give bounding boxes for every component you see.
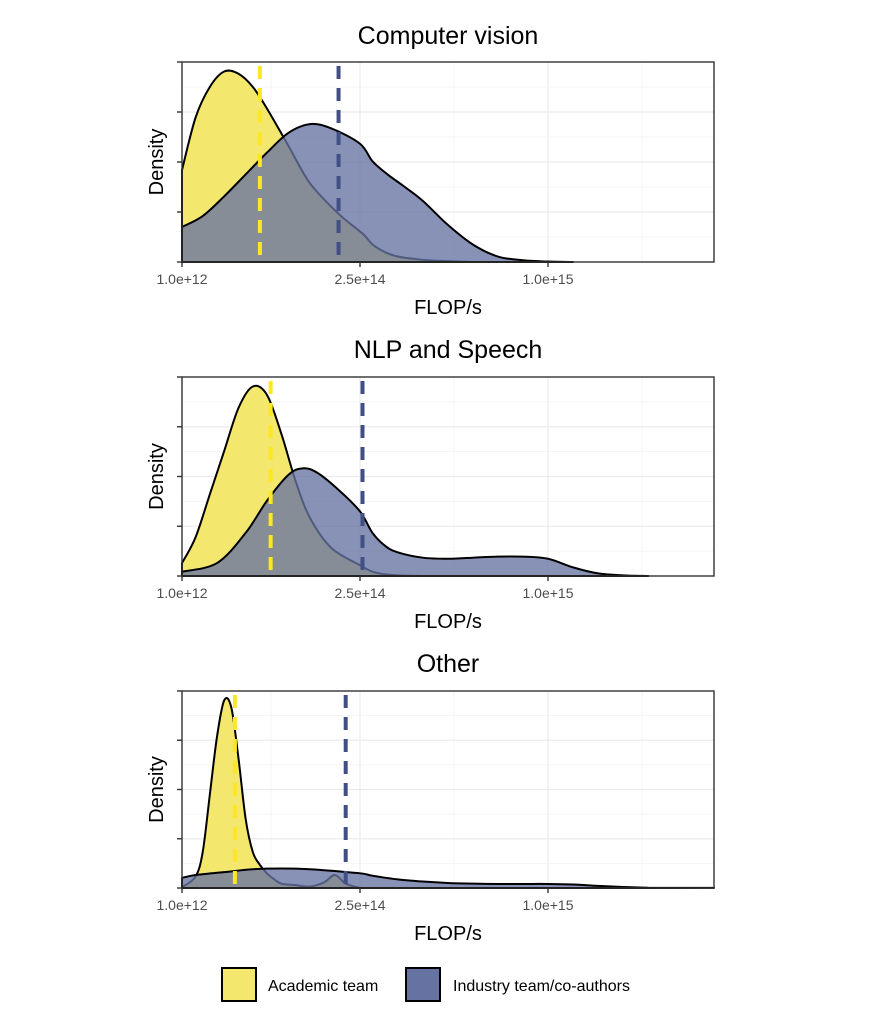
grid xyxy=(181,691,714,888)
x-tick-label: 2.5e+14 xyxy=(335,897,386,913)
density-area-industry xyxy=(181,122,575,263)
legend: Academic team Industry team/co-authors xyxy=(221,967,630,1002)
x-tick-label: 1.0e+15 xyxy=(523,585,574,601)
x-tick-label: 2.5e+14 xyxy=(335,585,386,601)
x-tick-label: 1.0e+12 xyxy=(157,897,208,913)
legend-label: Industry team/co-authors xyxy=(453,978,630,995)
x-tick-label: 1.0e+15 xyxy=(523,897,574,913)
legend-label: Academic team xyxy=(268,978,378,995)
panel-title: NLP and Speech xyxy=(354,336,543,364)
x-axis-title: FLOP/s xyxy=(414,923,482,945)
x-tick-label: 1.0e+15 xyxy=(523,271,574,287)
density-area-industry xyxy=(181,467,650,577)
panel-1: Computer vision 1.0e+12 2.5e+14 1.0e+15 FLOP… xyxy=(146,22,715,319)
legend-key-academic xyxy=(221,967,257,1002)
y-axis-title: Density xyxy=(146,443,168,510)
x-tick-label: 2.5e+14 xyxy=(335,271,386,287)
panel-title: Other xyxy=(417,650,480,678)
legend-key-industry xyxy=(405,967,441,1002)
panel-3: Other 1.0e+12 2.5e+14 1.0e+15 FLOP/s Density xyxy=(146,650,715,945)
x-tick-label: 1.0e+12 xyxy=(157,585,208,601)
panel-title: Computer vision xyxy=(358,22,539,50)
y-axis-title: Density xyxy=(146,756,168,823)
x-tick-label: 1.0e+12 xyxy=(157,271,208,287)
x-axis-title: FLOP/s xyxy=(414,297,482,319)
panel-2: NLP and Speech 1.0e+12 2.5e+14 1.0e+15 FLOP/… xyxy=(146,336,715,633)
y-axis-title: Density xyxy=(146,129,168,196)
density-area-industry xyxy=(181,867,715,889)
x-axis-title: FLOP/s xyxy=(414,611,482,633)
